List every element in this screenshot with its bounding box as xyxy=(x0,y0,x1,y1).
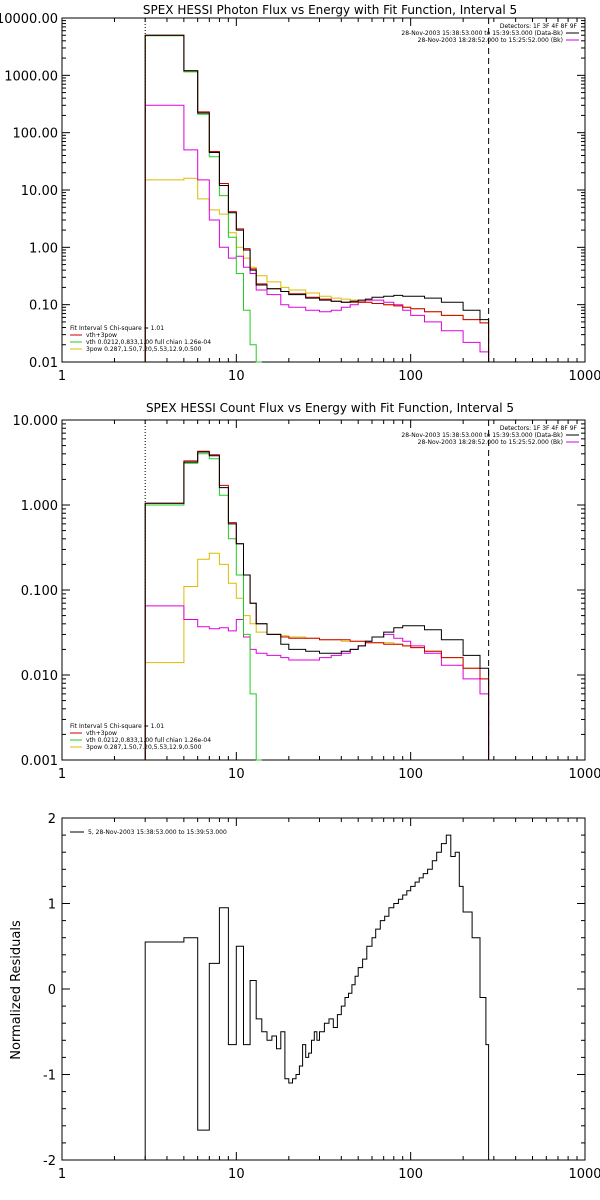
y-tick-label: 1.00 xyxy=(29,241,58,256)
y-tick-label: 10.00 xyxy=(21,184,58,199)
photon-flux-panel: SPEX HESSI Photon Flux vs Energy with Fi… xyxy=(0,3,600,384)
legend-top-text: Detectors: 1F 3F 4F 8F 9F xyxy=(500,23,578,30)
y-tick-label: 0.10 xyxy=(29,299,58,314)
y-tick-label: 0.001 xyxy=(21,754,58,769)
x-tick-label: 1000 xyxy=(568,767,600,782)
series-residual xyxy=(144,834,490,1160)
series-data xyxy=(144,451,490,760)
x-tick-label: 1 xyxy=(58,369,66,384)
legend-bottom-text: Fit Interval 5 Chi-square = 1.01 xyxy=(70,723,164,730)
x-tick-label: 1 xyxy=(58,1167,66,1182)
plot-frame xyxy=(61,17,586,363)
series-nonthermal xyxy=(144,552,490,760)
x-tick-label: 1000 xyxy=(568,1167,600,1182)
y-tick-label: 0.100 xyxy=(21,584,58,599)
y-tick-label: 100.00 xyxy=(13,127,59,142)
legend-bottom-text: vth+3pow xyxy=(86,730,117,737)
legend-bottom-text: 3pow 0.287,1.50,7.20,5.53,12.9,0.500 xyxy=(86,346,202,353)
plot-frame xyxy=(61,817,586,1161)
y-tick-label: 2 xyxy=(48,812,56,827)
y-tick-label: 0.01 xyxy=(29,356,58,371)
legend-bottom-text: vth 0.0212,0.833,1.00 full chian 1.26e-0… xyxy=(86,737,211,744)
plot-frame xyxy=(61,419,586,761)
y-tick-label: -2 xyxy=(43,1154,56,1169)
legend-top-text: 28-Nov-2003 15:38:53.000 to 15:39:53.000… xyxy=(401,30,563,37)
y-tick-label: -1 xyxy=(43,1069,56,1084)
series-data xyxy=(144,34,490,362)
count-flux-title: SPEX HESSI Count Flux vs Energy with Fit… xyxy=(146,401,514,415)
photon-flux-plot: 1 10 100 1000 10000.00 1000.00 100.00 10.00 1.00… xyxy=(0,12,600,384)
series-background xyxy=(144,104,490,362)
x-tick-label: 100 xyxy=(398,369,423,384)
legend-bottom-text: Fit Interval 5 Chi-square = 1.01 xyxy=(70,325,164,332)
legend-top-text: 28-Nov-2003 18:28:52.000 to 15:25:52.000… xyxy=(418,37,563,44)
legend-top-text: 28-Nov-2003 18:28:52.000 to 15:25:52.000… xyxy=(418,439,563,446)
legend-bottom-text: 3pow 0.287,1.50,7.20,5.53,12.9,0.500 xyxy=(86,744,202,751)
legend-top-text: Detectors: 1F 3F 4F 8F 9F xyxy=(500,425,578,432)
series-background xyxy=(144,605,490,760)
series-total xyxy=(144,34,490,362)
count-flux-panel: SPEX HESSI Count Flux vs Energy with Fit… xyxy=(13,401,600,782)
count-flux-plot: 1 10 100 1000 10.000 1.000 0.100 0.010 0.001 Dete… xyxy=(13,414,600,782)
y-tick-label: 1 xyxy=(48,898,56,913)
series-thermal xyxy=(144,453,262,761)
x-tick-label: 1000 xyxy=(568,369,600,384)
legend-top-text: 28-Nov-2003 15:38:53.000 to 15:39:53.000… xyxy=(401,432,563,439)
y-tick-label: 0.010 xyxy=(21,669,58,684)
legend-bottom-text: vth 0.0212,0.833,1.00 full chian 1.26e-0… xyxy=(86,339,211,346)
y-tick-label: 0 xyxy=(48,983,56,998)
legend-topleft-text: 5, 28-Nov-2003 15:38:53.000 to 15:39:53.… xyxy=(88,829,227,836)
x-tick-label: 10 xyxy=(228,369,245,384)
y-tick-label: 1.000 xyxy=(21,499,58,514)
residuals-y-label: Normalized Residuals xyxy=(9,920,24,1060)
x-tick-label: 10 xyxy=(228,767,245,782)
legend-bottom-text: vth+3pow xyxy=(86,332,117,339)
series-nonthermal xyxy=(144,177,490,362)
x-tick-label: 10 xyxy=(228,1167,245,1182)
photon-flux-title: SPEX HESSI Photon Flux vs Energy with Fi… xyxy=(143,3,517,17)
y-tick-label: 1000.00 xyxy=(4,69,58,84)
x-tick-label: 100 xyxy=(398,767,423,782)
y-tick-label: 10.000 xyxy=(13,414,59,429)
residuals-panel: Normalized Residuals 1 10 100 1000210-1-25,… xyxy=(9,812,600,1182)
y-tick-label: 10000.00 xyxy=(0,12,58,27)
x-tick-label: 1 xyxy=(58,767,66,782)
x-tick-label: 100 xyxy=(398,1167,423,1182)
series-total xyxy=(144,450,490,760)
